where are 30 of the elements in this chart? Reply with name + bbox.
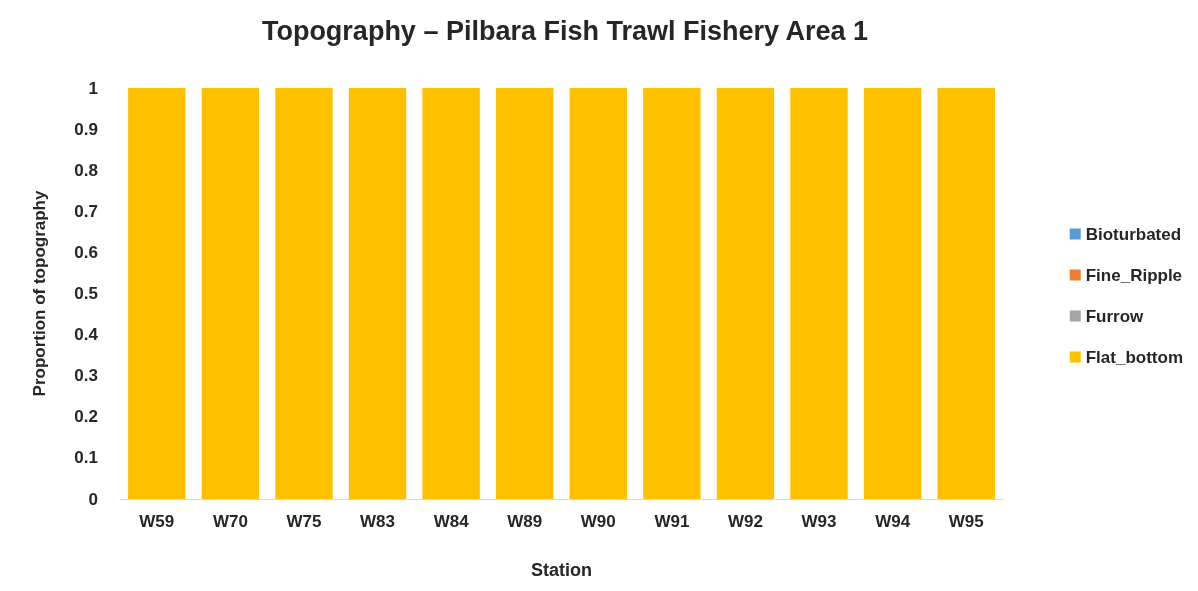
x-tick-label: W84 — [433, 512, 470, 531]
y-tick-label: 0.8 — [74, 160, 98, 180]
y-tick-label: 0.9 — [74, 119, 98, 139]
x-tick-label: W93 — [801, 512, 837, 531]
x-tick-label: W75 — [286, 512, 322, 531]
y-tick-label: 0 — [88, 489, 98, 509]
x-tick-label: W89 — [507, 512, 543, 531]
legend-label: Fine_Ripple — [1085, 265, 1183, 285]
y-tick-label: 0.4 — [74, 325, 99, 345]
x-tick-label: W91 — [654, 512, 690, 531]
x-tick-label: W59 — [139, 512, 175, 531]
legend-label: Flat_bottom — [1085, 347, 1184, 367]
y-axis-title: Proportion of topography — [30, 190, 49, 397]
x-tick-label: W70 — [212, 512, 248, 531]
x-tick-label: W83 — [360, 512, 396, 531]
y-tick-label: 0.3 — [74, 366, 98, 386]
y-tick-label: 0.7 — [74, 201, 98, 221]
y-tick-label: 0.5 — [74, 284, 98, 303]
legend-label: Bioturbated — [1085, 224, 1182, 244]
y-tick-label: 0.6 — [74, 242, 98, 262]
x-axis-title: Station — [531, 560, 592, 580]
x-tick-label: W95 — [948, 512, 984, 531]
legend-label: Furrow — [1085, 306, 1145, 326]
x-tick-label: W90 — [580, 512, 616, 531]
chart-title: Topography – Pilbara Fish Trawl Fishery Area 1 — [261, 15, 869, 46]
y-tick-label: 1 — [88, 78, 98, 98]
x-tick-label: W92 — [727, 512, 763, 531]
y-tick-label: 0.2 — [74, 407, 98, 427]
x-tick-label: W94 — [875, 512, 911, 531]
y-tick-label: 0.1 — [74, 448, 98, 468]
